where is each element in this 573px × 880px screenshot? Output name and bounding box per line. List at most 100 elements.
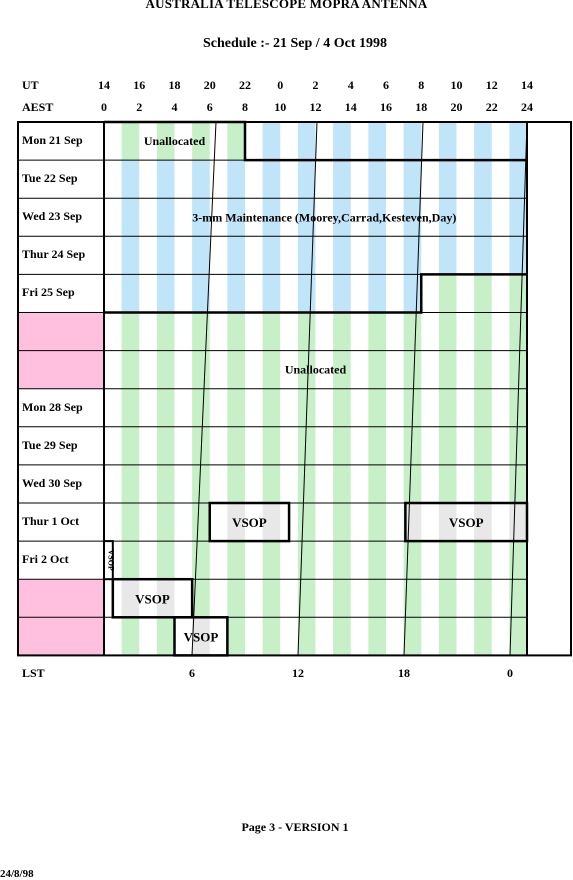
maintenance-stripe [262,122,281,161]
night-stripe [368,388,386,427]
aest-tick-label: 6 [206,100,213,114]
maintenance-label: 3-mm Maintenance (Moorey,Carrad,Kesteven… [192,210,456,224]
vsop-stripe [405,503,422,542]
night-stripe [156,122,175,161]
maintenance-stripe [192,160,210,199]
maintenance-stripe [262,236,281,275]
night-stripe [509,617,527,656]
day-label: Tue 22 Sep [22,171,78,186]
night-stripe [438,617,457,656]
night-stripe [297,503,316,542]
maintenance-stripe [262,198,281,237]
ut-tick-label: 8 [418,78,425,92]
night-stripe [121,350,140,389]
maintenance-stripe [403,198,422,237]
maintenance-stripe [333,160,351,199]
lst-tick-label: 12 [292,666,304,680]
night-stripe [227,122,245,161]
aest-tick-label: 8 [242,100,248,114]
night-stripe [192,350,210,389]
maintenance-stripe [368,122,386,161]
night-stripe [403,312,422,351]
night-stripe [509,274,527,313]
vsop-background [405,503,527,542]
maintenance-stripe [227,236,245,275]
night-stripe [403,541,422,580]
maintenance-stripe [509,122,527,161]
ut-tick-label: 4 [347,78,354,92]
maintenance-stripe [297,122,316,161]
night-stripe [368,464,386,503]
day-label: Thur 1 Oct [22,514,80,529]
night-stripe [227,464,245,503]
lst-tick-label: 18 [398,666,410,680]
night-stripe [192,464,210,503]
night-stripe [297,541,316,580]
aest-tick-label: 24 [521,100,533,114]
day-label: Mon 21 Sep [22,133,83,148]
night-stripe [192,122,210,161]
maintenance-stripe [403,160,422,199]
maintenance-stripe [474,198,492,237]
unallocated-label: Unallocated [285,363,347,377]
night-stripe [368,350,386,389]
night-stripe [333,388,351,427]
night-stripe [438,541,457,580]
unallocated-block-border [104,120,527,162]
night-stripe [156,426,175,465]
night-stripe [121,617,140,656]
maintenance-stripe [156,274,175,313]
vsop-stripe [121,579,140,618]
night-stripe [297,579,316,618]
vsop-stripe [509,503,527,542]
night-stripe [156,503,175,542]
night-stripe [474,388,492,427]
maintenance-stripe [227,274,245,313]
vsop-stripe [438,503,457,542]
vsop-label: VSOP [184,629,219,644]
night-stripe [156,350,175,389]
night-stripe [192,579,210,618]
night-stripe [333,464,351,503]
weekend-day-cell [18,579,104,618]
night-stripe [121,426,140,465]
night-stripe [262,541,281,580]
maintenance-stripe [297,160,316,199]
maintenance-stripe [192,236,210,275]
ut-tick-label: 6 [383,78,389,92]
aest-tick-label: 18 [415,100,428,114]
night-stripe [297,350,316,389]
night-stripe [121,503,140,542]
aest-tick-label: 20 [450,100,463,114]
lst-line [297,121,318,656]
night-stripe [509,464,527,503]
night-stripe [474,312,492,351]
vsop-stripe [156,579,175,618]
maintenance-stripe [474,122,492,161]
ut-tick-label: 18 [168,78,181,92]
lst-axis-label: LST [22,666,45,680]
maintenance-stripe [297,198,316,237]
lst-line [191,121,217,656]
night-stripe [438,350,457,389]
night-stripe [333,312,351,351]
night-stripe [262,350,281,389]
unallocated-label: Unallocated [144,134,206,148]
aest-tick-label: 4 [171,100,178,114]
maintenance-stripe [474,236,492,275]
vsop-small-box [103,540,114,581]
maintenance-stripe [403,274,422,313]
ut-tick-label: 12 [485,78,498,92]
night-stripe [368,579,386,618]
night-stripe [333,350,351,389]
night-stripe [227,541,245,580]
aest-tick-label: 0 [101,100,107,114]
night-stripe [297,312,316,351]
maintenance-stripe [333,236,351,275]
night-stripe [509,541,527,580]
maintenance-stripe [333,274,351,313]
weekend-day-cell [18,617,104,656]
night-stripe [509,312,527,351]
page-footer: Page 3 - VERSION 1 [241,820,349,834]
night-stripe [156,617,175,656]
